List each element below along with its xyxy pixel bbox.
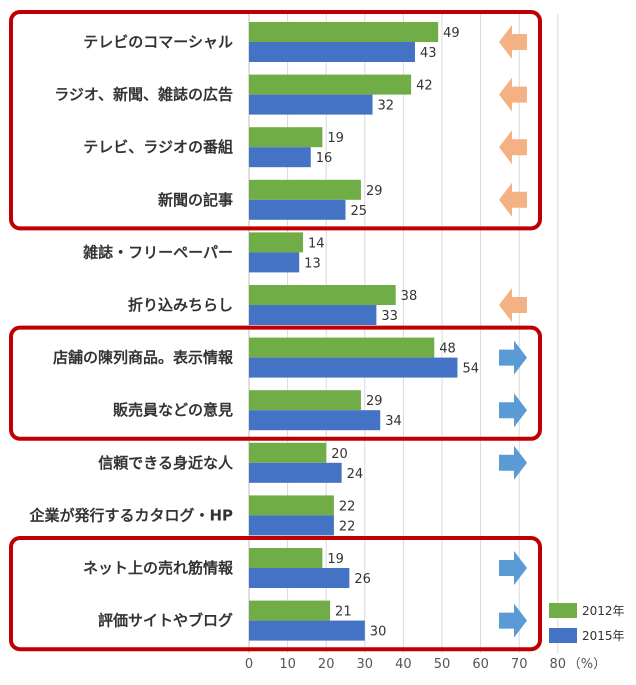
bar-2012 <box>249 74 412 95</box>
data-label: 13 <box>304 256 321 271</box>
bar-2015 <box>249 94 373 115</box>
bar-2015 <box>249 199 346 220</box>
data-label: 19 <box>327 131 344 146</box>
data-label: 34 <box>385 414 402 429</box>
category-label: 販売員などの意見 <box>113 401 233 419</box>
bar-2012 <box>249 337 435 358</box>
x-tick-label: 30 <box>357 657 374 672</box>
legend-label: 2015年 <box>582 629 625 643</box>
data-label: 14 <box>308 236 325 251</box>
trend-arrow-left-icon <box>499 288 527 322</box>
x-tick-label: 60 <box>472 657 489 672</box>
data-label: 30 <box>370 625 387 640</box>
data-label: 29 <box>366 184 383 199</box>
x-tick-label: 40 <box>395 657 412 672</box>
bar-2012 <box>249 548 323 568</box>
data-label: 19 <box>327 552 344 567</box>
category-label: 評価サイトやブログ <box>98 612 233 630</box>
bar-2012 <box>249 22 439 42</box>
trend-arrow-left-icon <box>499 77 527 112</box>
x-tick-label: 10 <box>279 657 296 672</box>
x-tick-label: 50 <box>434 657 451 672</box>
category-label: 信頼できる身近な人 <box>98 454 234 472</box>
bar-2012 <box>249 442 327 463</box>
data-label: 32 <box>378 99 395 114</box>
data-label: 24 <box>347 467 364 482</box>
data-label: 33 <box>381 309 398 324</box>
data-label: 16 <box>316 151 333 166</box>
data-label: 26 <box>354 572 371 587</box>
category-label: 店舗の陳列商品。表示情報 <box>53 349 234 367</box>
bar-2012 <box>249 285 396 305</box>
category-label: テレビのコマーシャル <box>83 33 233 51</box>
category-label: 折り込みちらし <box>128 296 233 314</box>
data-label: 38 <box>401 289 418 304</box>
bar-2015 <box>249 410 381 431</box>
data-label: 25 <box>351 204 368 219</box>
bar-2015 <box>249 357 458 378</box>
bar-2015 <box>249 147 311 168</box>
data-label: 29 <box>366 394 383 409</box>
bar-2015 <box>249 462 342 483</box>
data-label: 22 <box>339 499 356 514</box>
category-label: 企業が発行するカタログ・HP <box>28 506 233 524</box>
data-label: 21 <box>335 605 352 620</box>
bar-2015 <box>249 515 334 536</box>
legend-swatch <box>549 603 577 618</box>
bar-2015 <box>249 252 300 273</box>
bar-2015 <box>249 620 365 641</box>
trend-arrow-right-icon <box>499 603 527 638</box>
bar-2012 <box>249 179 361 200</box>
category-label: 新聞の記事 <box>158 191 233 209</box>
x-tick-label: 80 <box>550 657 567 672</box>
trend-arrow-right-icon <box>499 393 527 428</box>
trend-arrow-left-icon <box>499 130 527 165</box>
x-tick-label: 20 <box>318 657 335 672</box>
data-label: 48 <box>439 342 456 357</box>
bar-2012 <box>249 495 334 516</box>
data-label: 22 <box>339 519 356 534</box>
trend-arrow-left-icon <box>499 25 527 59</box>
category-label: 雑誌・フリーペーパー <box>82 243 233 261</box>
data-label: 54 <box>462 362 479 377</box>
trend-arrow-right-icon <box>499 445 527 480</box>
trend-arrow-right-icon <box>499 551 527 585</box>
bar-2012 <box>249 127 323 148</box>
data-label: 42 <box>416 79 433 94</box>
data-label: 20 <box>331 447 348 462</box>
bar-2012 <box>249 232 304 253</box>
x-unit-label: （%） <box>568 657 606 672</box>
bar-2015 <box>249 42 415 62</box>
bar-2012 <box>249 390 361 411</box>
legend-label: 2012年 <box>582 604 625 618</box>
data-label: 43 <box>420 46 437 61</box>
highlight-box <box>9 10 542 231</box>
category-label: テレビ、ラジオの番組 <box>83 138 233 156</box>
bar-2015 <box>249 305 377 325</box>
highlight-box <box>9 536 542 652</box>
highlight-box <box>9 325 542 441</box>
x-tick-label: 0 <box>245 657 253 672</box>
category-label: ネット上の売れ筋情報 <box>83 559 234 577</box>
bar-2015 <box>249 568 350 588</box>
x-tick-label: 70 <box>511 657 528 672</box>
category-label: ラジオ、新聞、雑誌の広告 <box>54 86 233 104</box>
trend-arrow-left-icon <box>499 182 527 217</box>
legend-swatch <box>549 628 577 643</box>
data-label: 49 <box>443 26 460 41</box>
bar-2012 <box>249 600 331 621</box>
trend-arrow-right-icon <box>499 340 527 375</box>
